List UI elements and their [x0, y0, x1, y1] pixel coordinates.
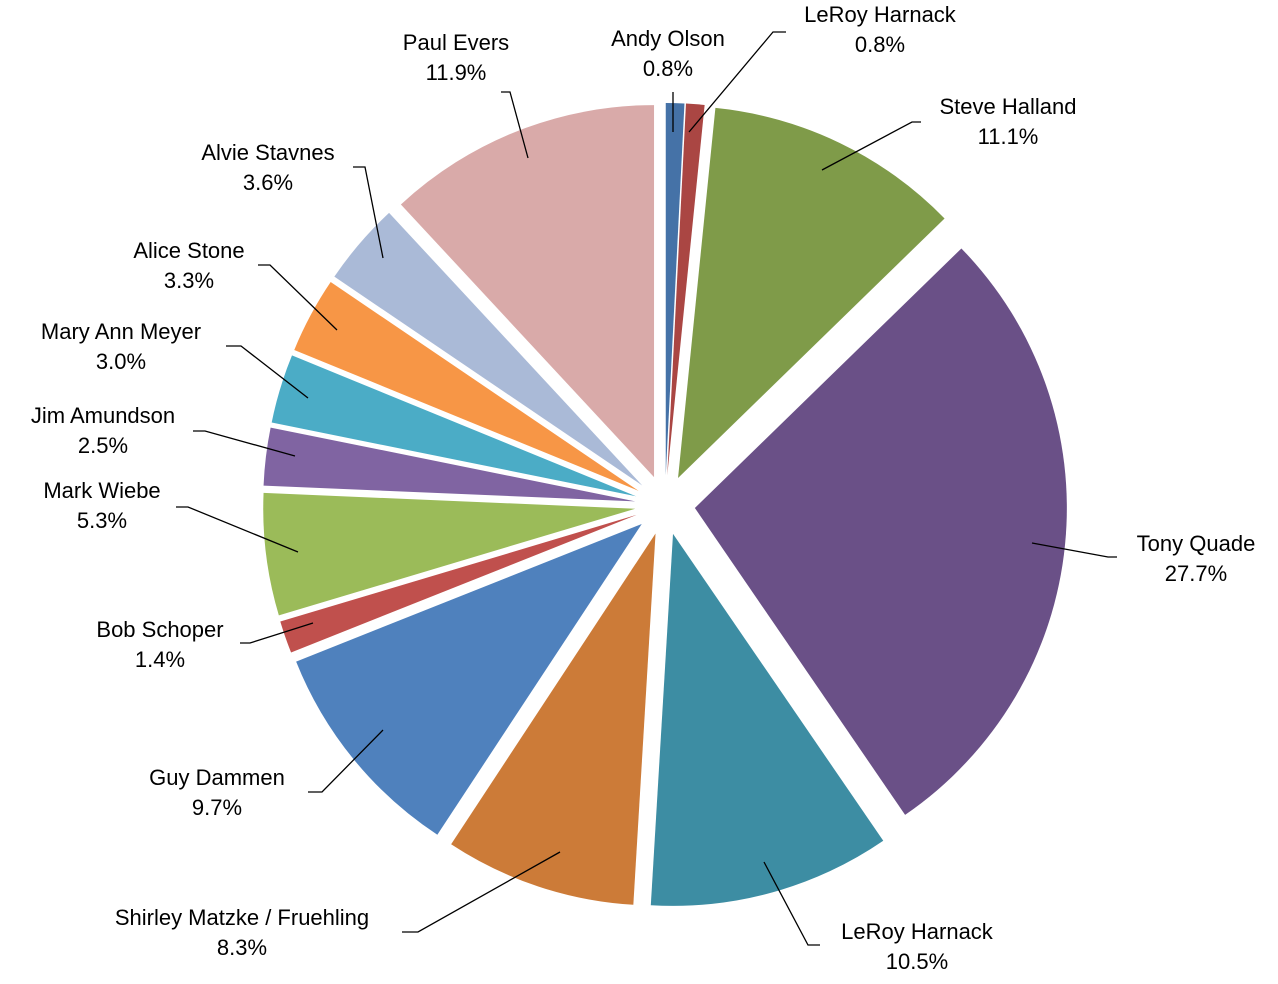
- pie-slice-mark-wiebe-8: [263, 492, 636, 616]
- slice-label-name-tony-quade-3: Tony Quade: [1137, 531, 1256, 556]
- pie-slice-steve-halland-2: [678, 107, 945, 478]
- pie-slice-tony-quade-3: [694, 248, 1067, 815]
- leader-line-alice-stone-11: [258, 264, 338, 331]
- pie-slice-leroy-harnack-1: [667, 103, 705, 476]
- leader-line-mary-ann-meyer-10: [226, 345, 309, 399]
- slice-label-percent-mark-wiebe-8: 5.3%: [77, 508, 127, 533]
- slice-label-percent-leroy-harnack-4: 10.5%: [886, 949, 948, 974]
- pie-slice-guy-dammen-6: [296, 523, 642, 835]
- leader-line-leroy-harnack-4: [763, 861, 820, 946]
- leader-line-tony-quade-3: [1031, 542, 1117, 558]
- slice-label-percent-andy-olson-0: 0.8%: [643, 56, 693, 81]
- slice-label-name-paul-evers-13: Paul Evers: [403, 30, 509, 55]
- slice-label-percent-bob-schoper-7: 1.4%: [135, 647, 185, 672]
- slice-label-name-bob-schoper-7: Bob Schoper: [96, 617, 223, 642]
- slice-label-name-mary-ann-meyer-10: Mary Ann Meyer: [41, 319, 201, 344]
- slice-label-percent-tony-quade-3: 27.7%: [1165, 561, 1227, 586]
- slice-label-name-alice-stone-11: Alice Stone: [133, 238, 244, 263]
- pie-slice-alvie-stavnes-12: [334, 212, 643, 486]
- leader-line-guy-dammen-6: [308, 729, 384, 793]
- slice-label-name-jim-amundson-9: Jim Amundson: [31, 403, 175, 428]
- slice-label-percent-leroy-harnack-1: 0.8%: [855, 32, 905, 57]
- slice-label-name-leroy-harnack-4: LeRoy Harnack: [841, 919, 994, 944]
- leader-line-bob-schoper-7: [240, 622, 314, 644]
- slice-label-name-leroy-harnack-1: LeRoy Harnack: [804, 2, 957, 27]
- slice-label-name-shirley-matzke-fruehling-5: Shirley Matzke / Fruehling: [115, 905, 369, 930]
- pie-slice-leroy-harnack-4: [650, 533, 884, 906]
- labels-layer: Andy Olson 0.8% LeRoy Harnack 0.8% Steve Hal…: [31, 2, 1255, 974]
- pie-slice-andy-olson-0: [665, 103, 685, 476]
- leader-line-mark-wiebe-8: [176, 506, 299, 553]
- pie-slice-paul-evers-13: [400, 105, 655, 478]
- pie-slice-jim-amundson-9: [263, 427, 636, 502]
- pie-slice-bob-schoper-7: [280, 514, 637, 653]
- slice-label-percent-mary-ann-meyer-10: 3.0%: [96, 349, 146, 374]
- slice-label-percent-alice-stone-11: 3.3%: [164, 268, 214, 293]
- slice-label-percent-paul-evers-13: 11.9%: [426, 60, 487, 85]
- leader-lines-layer: [176, 31, 1117, 946]
- leader-line-alvie-stavnes-12: [353, 166, 384, 259]
- slice-label-percent-steve-halland-2: 11.1%: [978, 124, 1039, 149]
- slice-label-percent-jim-amundson-9: 2.5%: [78, 433, 128, 458]
- slice-label-percent-alvie-stavnes-12: 3.6%: [243, 170, 293, 195]
- slice-label-name-alvie-stavnes-12: Alvie Stavnes: [201, 140, 334, 165]
- pie-slice-shirley-matzke-fruehling-5: [451, 533, 656, 905]
- leader-line-shirley-matzke-fruehling-5: [402, 851, 561, 933]
- leader-line-leroy-harnack-1: [688, 31, 786, 133]
- slice-label-name-steve-halland-2: Steve Halland: [940, 94, 1077, 119]
- leader-line-paul-evers-13: [501, 91, 529, 159]
- slice-label-percent-shirley-matzke-fruehling-5: 8.3%: [217, 935, 267, 960]
- slice-label-name-andy-olson-0: Andy Olson: [611, 26, 725, 51]
- leader-line-steve-halland-2: [821, 121, 921, 171]
- leader-line-jim-amundson-9: [193, 430, 296, 457]
- pie-slice-alice-stone-11: [294, 282, 639, 491]
- slices-layer: [263, 103, 1067, 906]
- slice-label-percent-guy-dammen-6: 9.7%: [192, 795, 242, 820]
- pie-slice-mary-ann-meyer-10: [271, 355, 637, 497]
- slice-label-name-guy-dammen-6: Guy Dammen: [149, 765, 285, 790]
- slice-label-name-mark-wiebe-8: Mark Wiebe: [43, 478, 160, 503]
